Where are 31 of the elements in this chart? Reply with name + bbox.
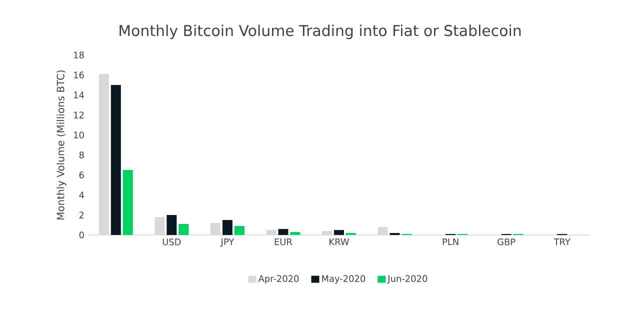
bar bbox=[178, 224, 189, 235]
x-tick-label: GBP bbox=[498, 238, 516, 246]
bar bbox=[222, 220, 232, 235]
legend-label: May-2020 bbox=[322, 275, 366, 284]
x-tick-label: PLN bbox=[442, 238, 458, 246]
bar bbox=[290, 232, 300, 235]
y-tick-label: 4 bbox=[79, 192, 84, 198]
y-tick-label: 10 bbox=[74, 132, 84, 138]
x-tick-label: TRY bbox=[554, 238, 570, 246]
y-tick-label: 0 bbox=[79, 232, 84, 238]
y-tick-label: 8 bbox=[79, 152, 84, 158]
legend-label: Apr-2020 bbox=[258, 275, 299, 284]
x-tick-label: JPY bbox=[220, 238, 234, 247]
bar bbox=[166, 215, 177, 235]
x-tick-label: USD bbox=[162, 238, 181, 246]
bar bbox=[110, 85, 121, 235]
y-tick-label: 14 bbox=[74, 92, 84, 98]
bar bbox=[234, 226, 244, 235]
y-tick-label: 16 bbox=[74, 72, 84, 78]
chart-title: Monthly Bitcoin Volume Trading into Fiat or Stablecoin bbox=[120, 24, 521, 40]
y-tick-label: 2 bbox=[79, 212, 84, 218]
y-tick-label: 12 bbox=[74, 112, 84, 118]
legend-label: Jun-2020 bbox=[387, 275, 428, 284]
bar bbox=[278, 229, 288, 235]
y-tick-label: 6 bbox=[79, 172, 84, 178]
y-tick-label: 18 bbox=[74, 52, 84, 58]
bar bbox=[334, 230, 344, 235]
x-tick-label: EUR bbox=[274, 238, 292, 246]
bar bbox=[122, 170, 133, 235]
x-tick-label: KRW bbox=[330, 238, 350, 246]
y-axis-title: Monthly Volume (Millions BTC) bbox=[56, 70, 66, 220]
